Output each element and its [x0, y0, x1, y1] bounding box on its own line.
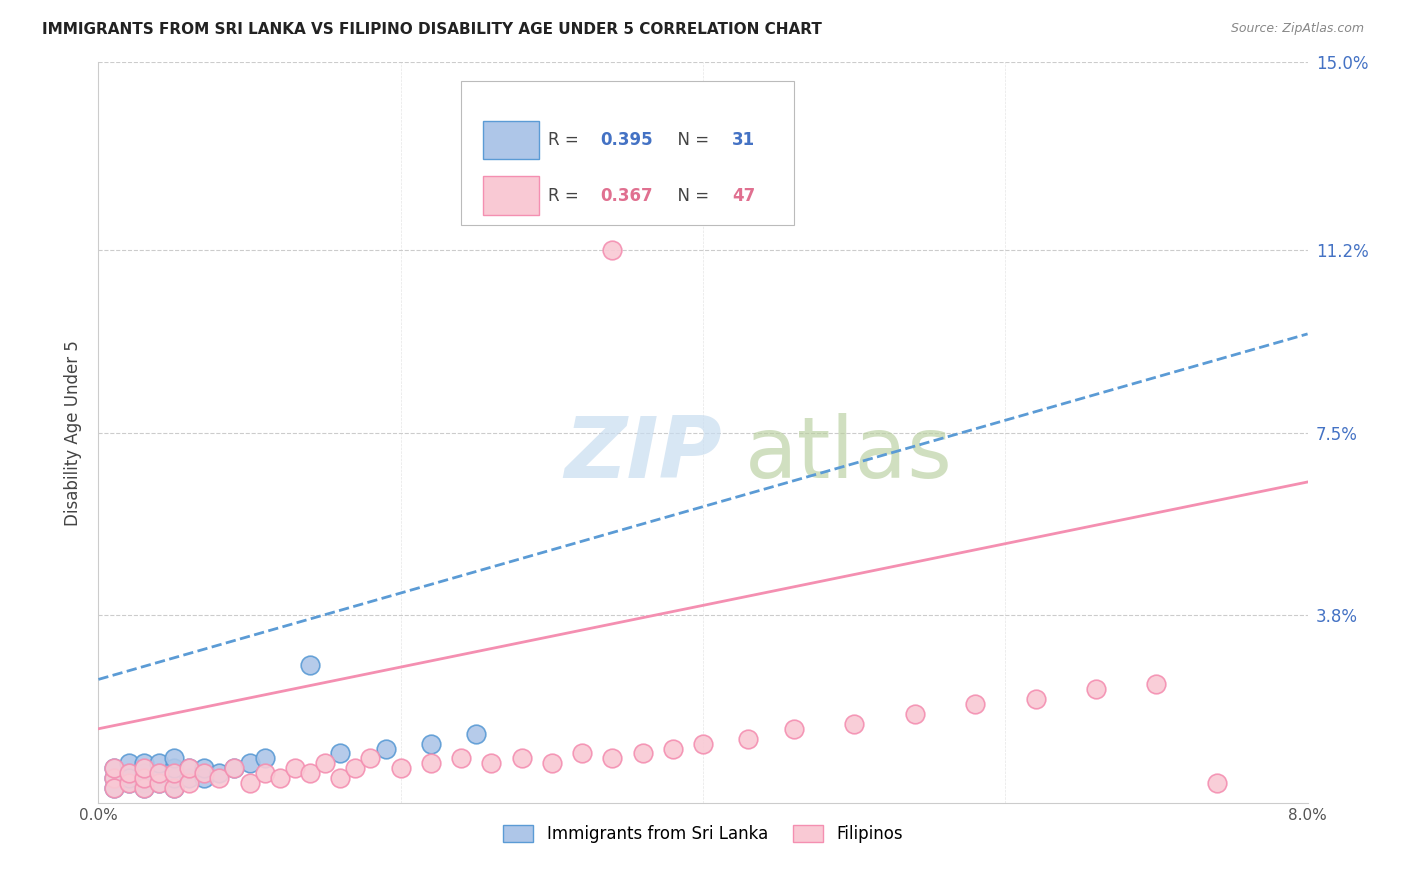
Point	[179, 761, 201, 775]
Point	[132, 780, 155, 795]
Point	[148, 776, 170, 790]
Point	[118, 776, 141, 790]
Point	[420, 756, 443, 771]
Point	[179, 776, 201, 790]
Point	[299, 657, 322, 672]
FancyBboxPatch shape	[461, 81, 793, 226]
Point	[193, 766, 215, 780]
Point	[208, 766, 231, 780]
Point	[844, 716, 866, 731]
Point	[344, 761, 367, 775]
Text: IMMIGRANTS FROM SRI LANKA VS FILIPINO DISABILITY AGE UNDER 5 CORRELATION CHART: IMMIGRANTS FROM SRI LANKA VS FILIPINO DI…	[42, 22, 823, 37]
Point	[224, 761, 246, 775]
Text: Source: ZipAtlas.com: Source: ZipAtlas.com	[1230, 22, 1364, 36]
Text: R =: R =	[548, 186, 585, 204]
Point	[208, 771, 231, 785]
Point	[103, 780, 125, 795]
Text: 0.395: 0.395	[600, 131, 652, 149]
Point	[118, 756, 141, 771]
Point	[299, 766, 322, 780]
Point	[148, 766, 170, 780]
Point	[571, 747, 593, 761]
Point	[329, 747, 352, 761]
FancyBboxPatch shape	[482, 121, 538, 160]
Point	[103, 771, 125, 785]
Point	[179, 761, 201, 775]
Text: R =: R =	[548, 131, 585, 149]
Point	[1146, 677, 1168, 691]
Text: N =: N =	[666, 186, 714, 204]
Point	[450, 751, 472, 765]
Point	[465, 727, 488, 741]
Point	[540, 756, 562, 771]
Point	[103, 761, 125, 775]
Point	[239, 776, 262, 790]
Text: 31: 31	[733, 131, 755, 149]
Point	[103, 780, 125, 795]
Point	[132, 771, 155, 785]
Point	[148, 756, 170, 771]
Point	[224, 761, 246, 775]
Point	[253, 751, 276, 765]
Point	[661, 741, 683, 756]
Point	[374, 741, 396, 756]
Point	[602, 243, 624, 257]
Point	[118, 766, 141, 780]
Point	[1085, 682, 1108, 697]
Point	[179, 771, 201, 785]
Point	[269, 771, 291, 785]
Point	[148, 766, 170, 780]
Point	[510, 751, 533, 765]
Point	[132, 761, 155, 775]
Point	[193, 771, 215, 785]
Point	[904, 706, 927, 721]
Point	[314, 756, 336, 771]
Point	[163, 761, 186, 775]
FancyBboxPatch shape	[482, 177, 538, 215]
Point	[1206, 776, 1229, 790]
Text: 47: 47	[733, 186, 755, 204]
Point	[163, 751, 186, 765]
Point	[132, 776, 155, 790]
Point	[103, 771, 125, 785]
Point	[329, 771, 352, 785]
Point	[253, 766, 276, 780]
Point	[163, 780, 186, 795]
Point	[1025, 692, 1047, 706]
Point	[163, 766, 186, 780]
Point	[602, 751, 624, 765]
Point	[118, 766, 141, 780]
Point	[163, 780, 186, 795]
Point	[132, 766, 155, 780]
Point	[118, 771, 141, 785]
Point	[239, 756, 262, 771]
Point	[163, 771, 186, 785]
Text: N =: N =	[666, 131, 714, 149]
Text: 0.367: 0.367	[600, 186, 652, 204]
Text: atlas: atlas	[745, 413, 953, 496]
Point	[132, 780, 155, 795]
Point	[783, 722, 806, 736]
Point	[360, 751, 382, 765]
Point	[132, 756, 155, 771]
Point	[737, 731, 759, 746]
Point	[631, 747, 654, 761]
Point	[193, 761, 215, 775]
Point	[118, 776, 141, 790]
Y-axis label: Disability Age Under 5: Disability Age Under 5	[65, 340, 83, 525]
Point	[103, 761, 125, 775]
Point	[148, 776, 170, 790]
Text: ZIP: ZIP	[564, 413, 721, 496]
Point	[481, 756, 503, 771]
Point	[284, 761, 307, 775]
Legend: Immigrants from Sri Lanka, Filipinos: Immigrants from Sri Lanka, Filipinos	[496, 819, 910, 850]
Point	[965, 697, 987, 711]
Point	[389, 761, 412, 775]
Point	[420, 737, 443, 751]
Point	[692, 737, 714, 751]
